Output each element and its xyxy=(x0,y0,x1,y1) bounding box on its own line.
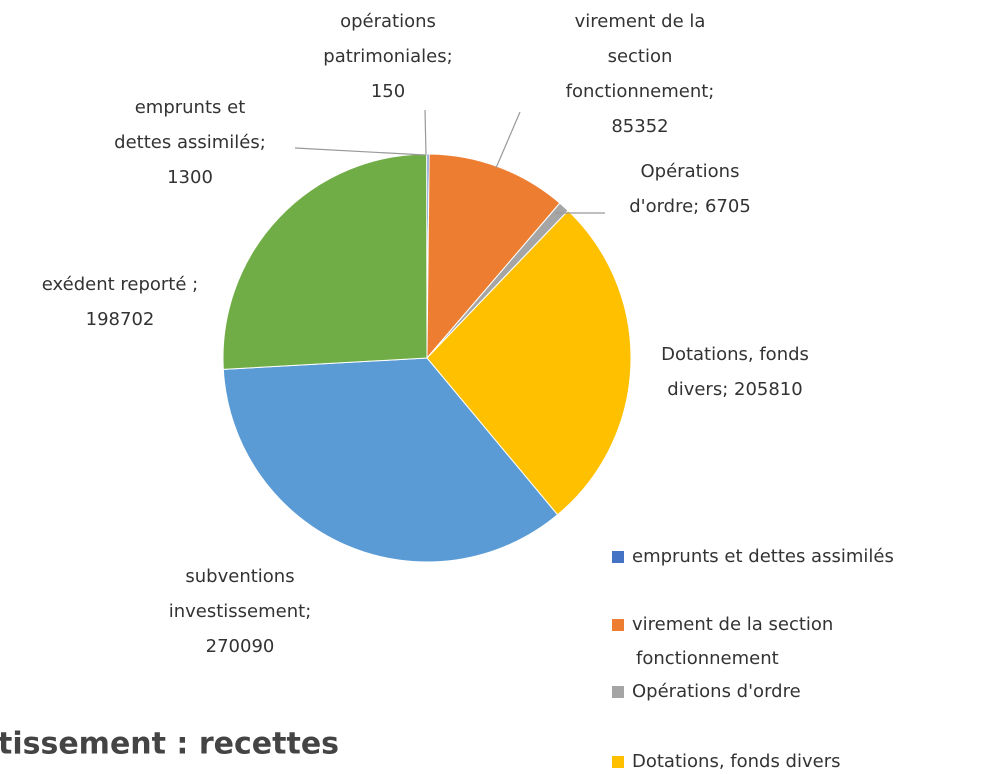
data-label: section xyxy=(608,46,673,67)
pie-slice xyxy=(222,153,428,370)
data-label: Opérations xyxy=(641,161,740,182)
legend-swatch xyxy=(612,686,624,698)
data-label: Dotations, fonds xyxy=(661,344,809,365)
legend-label: Opérations d'ordre xyxy=(632,681,801,702)
data-label: subventions xyxy=(185,566,294,587)
legend-swatch xyxy=(612,619,624,631)
data-label: exédent reporté ; xyxy=(42,274,198,295)
legend-label: emprunts et dettes assimilés xyxy=(632,546,894,567)
data-label: opérations xyxy=(340,11,436,32)
leader-line xyxy=(294,147,426,156)
data-label: patrimoniales; xyxy=(323,46,452,67)
data-label: emprunts et xyxy=(135,97,246,118)
data-label: 198702 xyxy=(86,309,155,330)
data-label: 270090 xyxy=(206,636,275,657)
data-label: d'ordre; 6705 xyxy=(629,196,751,217)
pie-slice xyxy=(426,209,632,516)
pie-slice xyxy=(222,357,559,563)
data-label: divers; 205810 xyxy=(667,379,802,400)
legend-swatch xyxy=(612,756,624,768)
leader-line xyxy=(495,111,521,169)
data-label: 1300 xyxy=(167,167,213,188)
legend-label: Dotations, fonds divers xyxy=(632,751,840,772)
legend-label: fonctionnement xyxy=(636,648,779,669)
data-label: investissement; xyxy=(169,601,312,622)
data-label: fonctionnement; xyxy=(566,81,715,102)
data-label: dettes assimilés; xyxy=(114,132,266,153)
data-label: 85352 xyxy=(611,116,668,137)
pie-slice xyxy=(426,153,561,360)
data-label: virement de la xyxy=(575,11,706,32)
legend-swatch xyxy=(612,551,624,563)
data-label: 150 xyxy=(371,81,405,102)
chart-title: tissement : recettes xyxy=(0,727,339,762)
legend-label: virement de la section xyxy=(632,614,833,635)
leader-line xyxy=(424,109,427,156)
